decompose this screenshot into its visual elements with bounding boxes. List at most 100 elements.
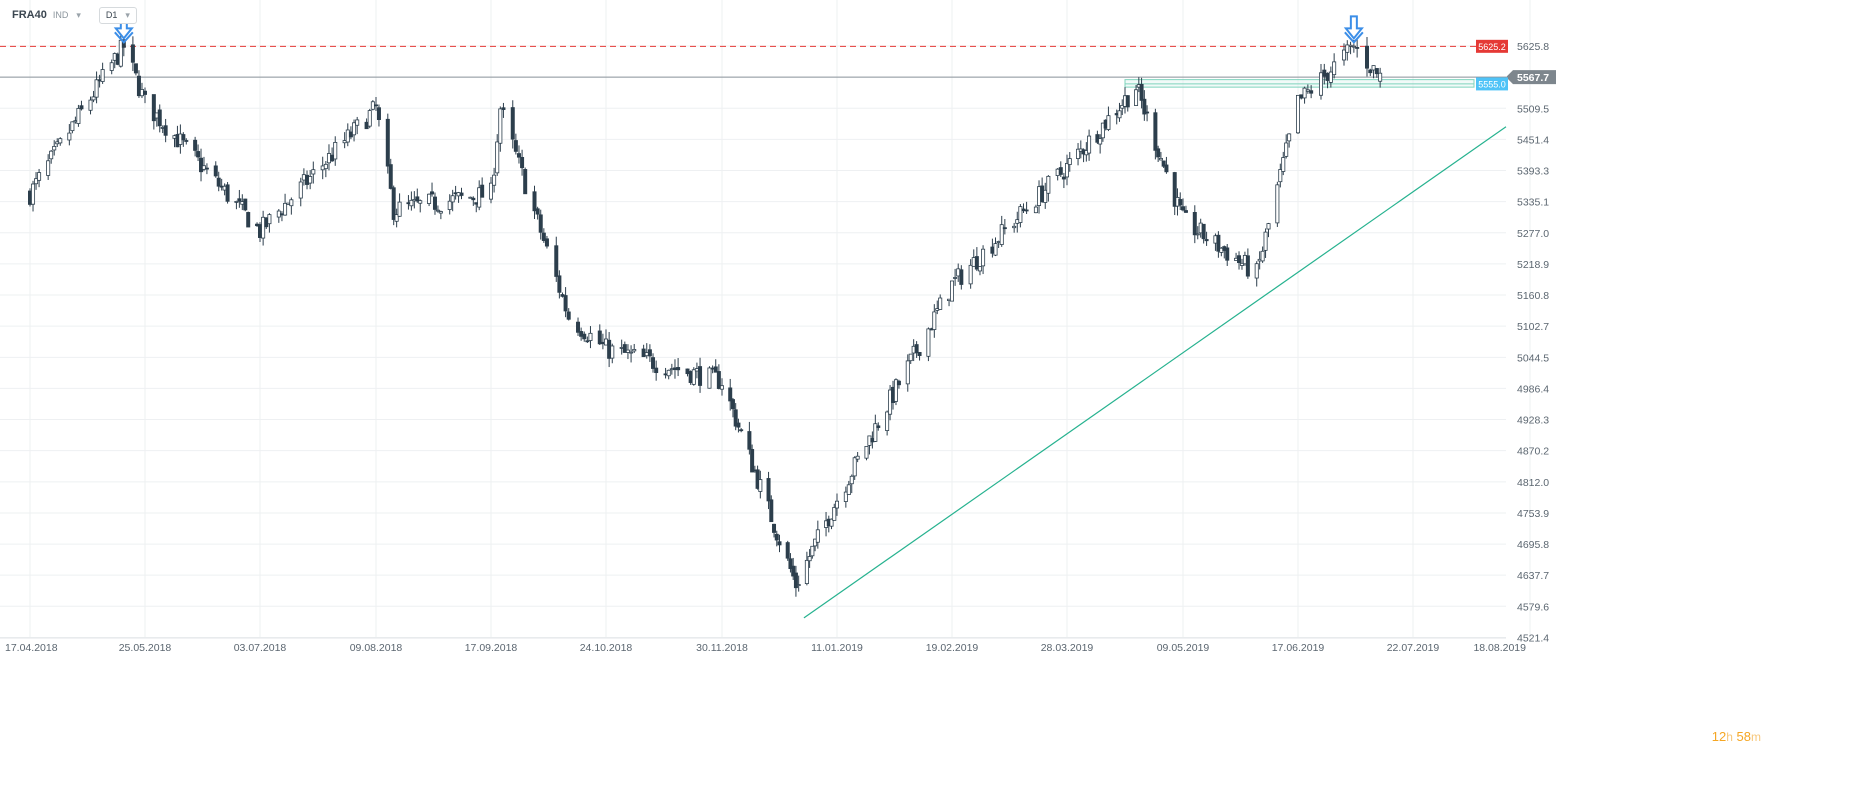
candle xyxy=(510,107,515,140)
candle xyxy=(710,367,715,370)
candle xyxy=(91,96,96,101)
support-price-label-text: 5555.0 xyxy=(1478,79,1506,89)
candle xyxy=(914,344,919,354)
candle xyxy=(257,224,262,238)
candle xyxy=(109,62,114,71)
candle xyxy=(852,457,857,477)
candle xyxy=(376,107,381,120)
candle xyxy=(1192,212,1197,236)
x-tick-label: 24.10.2018 xyxy=(580,642,633,654)
candle xyxy=(52,145,57,151)
current-price-label-text: 5567.7 xyxy=(1517,72,1549,84)
candle xyxy=(604,338,609,346)
candle xyxy=(1299,94,1304,99)
candle xyxy=(1368,69,1373,74)
candle xyxy=(896,380,901,386)
x-tick-label: 30.11.2018 xyxy=(696,642,748,654)
candle xyxy=(663,373,668,376)
candle xyxy=(394,214,399,222)
y-tick-label: 5218.9 xyxy=(1517,259,1549,271)
candle xyxy=(430,191,435,195)
candle xyxy=(1158,157,1163,161)
current-price-label: 5567.7 xyxy=(1506,70,1556,85)
candle xyxy=(1275,184,1280,224)
candle xyxy=(846,484,851,495)
candle xyxy=(1145,111,1150,114)
candle xyxy=(843,491,848,502)
candle xyxy=(388,164,393,189)
candle xyxy=(450,195,455,203)
candle xyxy=(1260,250,1265,262)
candle xyxy=(733,409,738,427)
candle xyxy=(276,210,281,218)
candle xyxy=(1281,157,1286,172)
resistance-price-label: 5625.2 xyxy=(1476,39,1508,53)
trendline[interactable] xyxy=(803,126,1507,619)
candle xyxy=(373,104,378,107)
candle xyxy=(330,154,335,162)
candle xyxy=(326,153,331,164)
candle xyxy=(810,545,815,557)
candle xyxy=(79,105,84,110)
candle xyxy=(352,122,357,136)
candle xyxy=(1371,65,1376,71)
candle xyxy=(301,174,306,181)
candle xyxy=(1348,44,1353,47)
candle xyxy=(629,351,634,354)
candle xyxy=(672,367,677,370)
candle xyxy=(1239,262,1244,266)
candle xyxy=(391,187,396,220)
candle xyxy=(418,200,423,204)
countdown-m-unit: m xyxy=(1751,730,1761,744)
candle xyxy=(804,559,809,584)
timeframe-select[interactable]: D1 ▾ xyxy=(98,6,137,24)
candle-countdown: 12h 58m xyxy=(1712,729,1761,744)
candle xyxy=(619,347,624,349)
candle xyxy=(666,369,671,377)
candle xyxy=(37,172,42,181)
candle xyxy=(885,411,890,431)
candle xyxy=(977,266,982,272)
instrument-type: IND xyxy=(52,10,69,20)
candle xyxy=(730,399,735,410)
y-tick-label: 5102.7 xyxy=(1517,321,1549,333)
candle xyxy=(1296,94,1301,134)
candle xyxy=(713,366,718,373)
candle xyxy=(632,349,637,352)
candle xyxy=(769,499,774,523)
y-tick-label: 5335.1 xyxy=(1517,197,1549,209)
support-zone[interactable] xyxy=(1124,79,1475,88)
candle xyxy=(807,556,812,562)
candle xyxy=(323,163,328,170)
y-tick-label: 5509.5 xyxy=(1517,103,1549,115)
candle xyxy=(261,216,266,239)
candle xyxy=(1076,148,1081,159)
symbol-name[interactable]: FRA40 xyxy=(12,9,47,21)
candle xyxy=(1319,72,1324,96)
candle xyxy=(199,157,204,173)
candle xyxy=(345,129,350,143)
candle xyxy=(1225,247,1230,261)
candle xyxy=(698,366,703,386)
time-axis: 17.04.2018 25.05.2018 03.07.2018 09.08.2018… xyxy=(0,637,1526,654)
candle xyxy=(1156,148,1161,158)
candle xyxy=(796,584,801,586)
candle xyxy=(213,165,218,177)
candle xyxy=(193,139,198,151)
candle xyxy=(523,169,528,195)
candle xyxy=(750,449,755,473)
down-arrow-icon xyxy=(1343,15,1364,44)
chevron-down-icon[interactable]: ▾ xyxy=(76,9,81,20)
candle xyxy=(644,352,649,357)
candle xyxy=(953,277,958,279)
candle xyxy=(1378,72,1383,82)
candle xyxy=(480,184,485,198)
candle xyxy=(535,208,540,215)
candle xyxy=(286,202,291,205)
candle xyxy=(184,140,189,142)
candle xyxy=(1164,164,1169,173)
candle xyxy=(876,425,881,428)
candle xyxy=(1100,122,1105,139)
candle xyxy=(557,275,562,293)
